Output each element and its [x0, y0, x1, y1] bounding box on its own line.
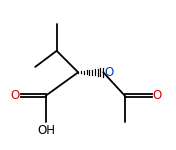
- Text: O: O: [152, 89, 162, 102]
- Text: OH: OH: [37, 124, 55, 137]
- Text: O: O: [11, 89, 20, 102]
- Text: O: O: [104, 66, 113, 79]
